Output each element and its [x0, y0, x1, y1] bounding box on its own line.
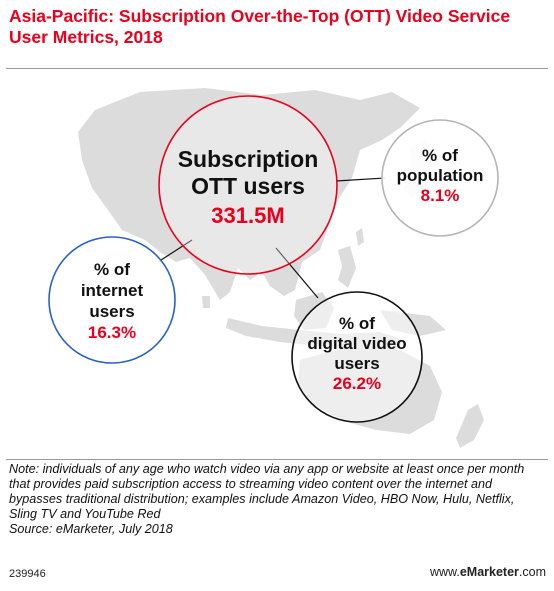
sri-lanka-shape [202, 296, 210, 308]
center-circle [158, 95, 338, 275]
population-bubble-text: % of population 8.1% [390, 146, 490, 206]
chart-title: Asia-Pacific: Subscription Over-the-Top … [9, 6, 511, 47]
digital-video-label-line2: digital video [307, 334, 407, 353]
connector-internet [157, 239, 193, 263]
population-label-line1: % of [422, 146, 458, 165]
site-suffix: .com [518, 565, 546, 579]
population-value: 8.1% [420, 186, 460, 205]
digital-video-label-line3: users [334, 354, 380, 373]
connector-population [335, 177, 386, 182]
note-text: Note: individuals of any age who watch v… [9, 462, 525, 521]
population-label-line2: population [396, 166, 484, 185]
center-label-line1: Subscription [177, 146, 319, 172]
internet-label-line2: internet [80, 281, 144, 300]
chart-note: Note: individuals of any age who watch v… [9, 462, 539, 537]
digital-video-value: 26.2% [332, 374, 382, 393]
digital-video-bubble-text: % of digital video users 26.2% [297, 314, 417, 394]
internet-label-line1: % of [94, 260, 130, 279]
chart-id: 239946 [9, 568, 46, 580]
internet-label-line3: users [89, 302, 135, 321]
internet-bubble-text: % of internet users 16.3% [57, 259, 167, 343]
center-label-line2: OTT users [191, 173, 305, 199]
site-prefix: www. [429, 565, 460, 579]
new-zealand-shape [456, 404, 484, 448]
emarketer-link[interactable]: www.eMarketer.com [430, 565, 546, 579]
digital-video-label-line1: % of [339, 314, 375, 333]
asia-mainland-shape [78, 88, 420, 300]
philippines-shape [338, 246, 356, 288]
center-value: 331.5M [211, 203, 285, 228]
digital-video-circle [291, 291, 423, 423]
chart-frame [6, 68, 548, 460]
center-bubble-text: Subscription OTT users 331.5M [165, 146, 331, 229]
internet-circle [48, 236, 176, 364]
internet-value: 16.3% [87, 323, 137, 342]
site-brand: eMarketer [459, 565, 519, 579]
connector-lines [157, 177, 386, 299]
population-circle [381, 119, 499, 237]
taiwan-shape [356, 228, 364, 246]
connector-digital-video [275, 247, 319, 299]
source-text: Source: eMarketer, July 2018 [9, 522, 173, 536]
